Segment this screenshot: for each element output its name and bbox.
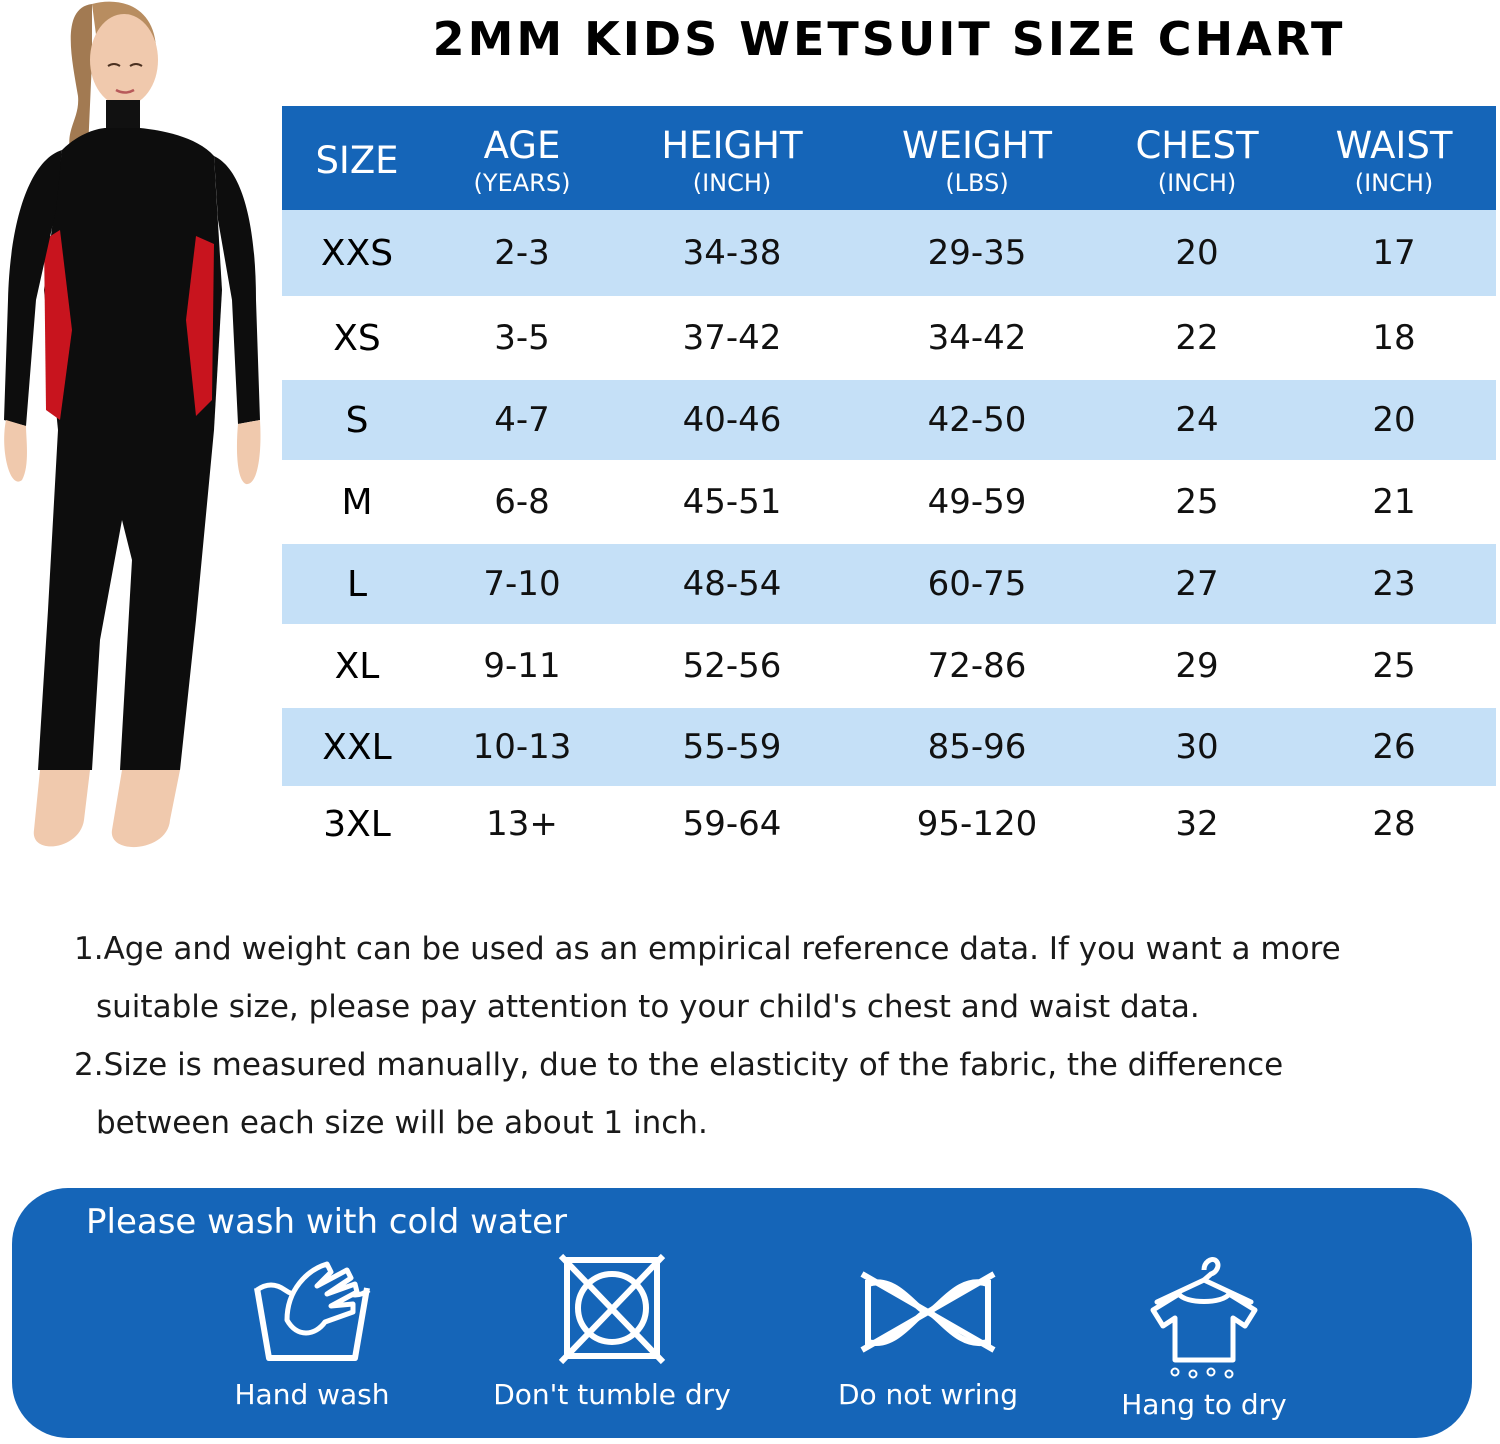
cell-age: 13+ xyxy=(486,804,558,844)
care-item-no-wring: Do not wring xyxy=(798,1250,1058,1411)
table-row: L 7-10 48-54 60-75 27 23 xyxy=(282,544,1496,624)
header-label: SIZE xyxy=(315,139,399,182)
cell-age: 10-13 xyxy=(432,708,612,786)
care-instructions-panel: Please wash with cold water Hand wash Do… xyxy=(12,1188,1472,1438)
care-title: Please wash with cold water xyxy=(86,1202,567,1242)
header-unit: (INCH) xyxy=(1157,169,1237,197)
cell-waist: 26 xyxy=(1292,708,1496,786)
cell-age: 3-5 xyxy=(494,318,550,358)
table-row: XXS 2-3 34-38 29-35 20 17 xyxy=(282,210,1496,296)
cell-size: 3XL xyxy=(323,803,391,845)
table-row: S 4-7 40-46 42-50 24 20 xyxy=(282,380,1496,460)
header-label: HEIGHT xyxy=(661,124,803,167)
cell-size: S xyxy=(282,380,432,460)
size-chart-body: XXS 2-3 34-38 29-35 20 17 XS 3-5 37-42 34-42 22 18 S… xyxy=(282,210,1496,862)
header-chest: CHEST (INCH) xyxy=(1102,106,1292,210)
cell-waist: 20 xyxy=(1292,380,1496,460)
model-wetsuit-image xyxy=(4,1,261,848)
cell-chest: 20 xyxy=(1102,210,1292,296)
header-unit: (INCH) xyxy=(692,169,772,197)
cell-age: 2-3 xyxy=(432,210,612,296)
cell-waist: 21 xyxy=(1372,482,1416,522)
cell-height: 37-42 xyxy=(682,318,782,358)
header-height: HEIGHT (INCH) xyxy=(612,106,852,210)
cell-size: XS xyxy=(333,317,381,359)
cell-size: XL xyxy=(334,645,380,687)
header-label: CHEST xyxy=(1135,124,1259,167)
care-label: Hang to dry xyxy=(1121,1388,1287,1421)
cell-waist: 18 xyxy=(1372,318,1416,358)
care-label: Hand wash xyxy=(234,1378,390,1411)
size-notes: 1.Age and weight can be used as an empir… xyxy=(74,920,1414,1152)
cell-height: 40-46 xyxy=(612,380,852,460)
cell-weight: 34-42 xyxy=(927,318,1027,358)
cell-weight: 72-86 xyxy=(927,646,1027,686)
care-label: Do not wring xyxy=(837,1378,1019,1411)
table-row: M 6-8 45-51 49-59 25 21 xyxy=(282,460,1496,544)
header-age: AGE (YEARS) xyxy=(432,106,612,210)
cell-age: 9-11 xyxy=(483,646,561,686)
cell-height: 34-38 xyxy=(612,210,852,296)
note-line: 2.Size is measured manually, due to the … xyxy=(74,1047,1284,1083)
header-size: SIZE xyxy=(282,106,432,210)
cell-age: 4-7 xyxy=(432,380,612,460)
cell-chest: 30 xyxy=(1102,708,1292,786)
cell-height: 55-59 xyxy=(612,708,852,786)
cell-age: 6-8 xyxy=(494,482,550,522)
cell-chest: 24 xyxy=(1102,380,1292,460)
care-item-hang-dry: Hang to dry xyxy=(1074,1250,1334,1421)
header-waist: WAIST (INCH) xyxy=(1292,106,1496,210)
cell-weight: 85-96 xyxy=(852,708,1102,786)
header-label: WEIGHT xyxy=(902,124,1052,167)
page-title: 2MM KIDS WETSUIT SIZE CHART xyxy=(432,12,1346,66)
cell-waist: 28 xyxy=(1372,804,1416,844)
table-row: XXL 10-13 55-59 85-96 30 26 xyxy=(282,708,1496,786)
header-label: AGE xyxy=(483,124,561,167)
cell-chest: 25 xyxy=(1175,482,1219,522)
cell-height: 59-64 xyxy=(682,804,782,844)
note-line: between each size will be about 1 inch. xyxy=(96,1105,708,1141)
cell-height: 52-56 xyxy=(682,646,782,686)
cell-weight: 49-59 xyxy=(927,482,1027,522)
hand-wash-icon xyxy=(254,1261,371,1361)
care-item-no-tumble-dry: Don't tumble dry xyxy=(482,1250,742,1411)
note-1: 1.Age and weight can be used as an empir… xyxy=(74,920,1414,1036)
cell-size: L xyxy=(282,544,432,624)
header-unit: (INCH) xyxy=(1354,169,1434,197)
header-label: WAIST xyxy=(1335,124,1453,167)
no-tumble-dry-icon xyxy=(558,1253,666,1365)
cell-height: 48-54 xyxy=(612,544,852,624)
cell-size: XXL xyxy=(282,708,432,786)
cell-weight: 95-120 xyxy=(916,804,1038,844)
cell-chest: 22 xyxy=(1175,318,1219,358)
header-weight: WEIGHT (LBS) xyxy=(852,106,1102,210)
table-header-row: SIZE AGE (YEARS) HEIGHT (INCH) WEIGHT (LBS)… xyxy=(282,106,1496,210)
hang-dry-icon xyxy=(1150,1257,1258,1379)
header-unit: (LBS) xyxy=(945,169,1009,197)
cell-chest: 32 xyxy=(1175,804,1219,844)
cell-weight: 42-50 xyxy=(852,380,1102,460)
cell-size: M xyxy=(341,481,373,523)
cell-age: 7-10 xyxy=(432,544,612,624)
cell-waist: 25 xyxy=(1372,646,1416,686)
cell-waist: 23 xyxy=(1292,544,1496,624)
cell-weight: 29-35 xyxy=(852,210,1102,296)
note-line: suitable size, please pay attention to y… xyxy=(96,989,1200,1025)
size-chart-table: SIZE AGE (YEARS) HEIGHT (INCH) WEIGHT (LBS)… xyxy=(282,106,1496,862)
note-2: 2.Size is measured manually, due to the … xyxy=(74,1036,1414,1152)
no-wring-icon xyxy=(860,1271,996,1353)
header-unit: (YEARS) xyxy=(473,169,571,197)
table-row: 3XL 13+ 59-64 95-120 32 28 xyxy=(282,786,1496,862)
care-label: Don't tumble dry xyxy=(493,1378,731,1411)
cell-waist: 17 xyxy=(1292,210,1496,296)
cell-chest: 27 xyxy=(1102,544,1292,624)
cell-weight: 60-75 xyxy=(852,544,1102,624)
table-row: XS 3-5 37-42 34-42 22 18 xyxy=(282,296,1496,380)
care-item-hand-wash: Hand wash xyxy=(182,1250,442,1411)
cell-size: XXS xyxy=(282,210,432,296)
cell-height: 45-51 xyxy=(682,482,782,522)
note-line: 1.Age and weight can be used as an empir… xyxy=(74,931,1341,967)
table-row: XL 9-11 52-56 72-86 29 25 xyxy=(282,624,1496,708)
cell-chest: 29 xyxy=(1175,646,1219,686)
